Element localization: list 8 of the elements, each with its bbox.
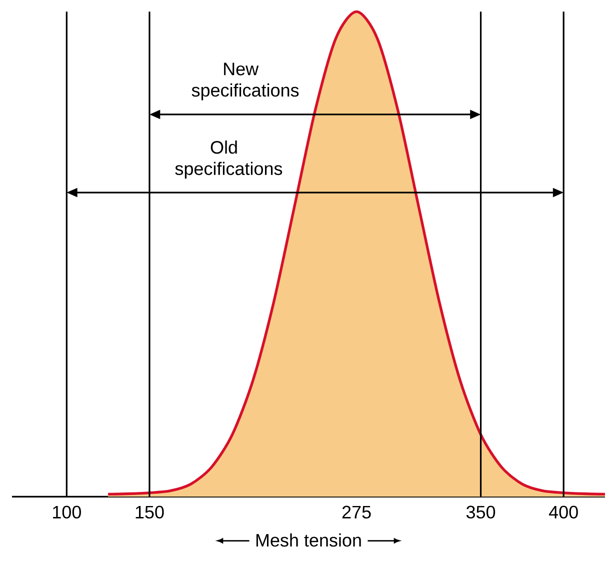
x-tick-label: 100 bbox=[53, 506, 81, 518]
x-axis-title: Mesh tension bbox=[256, 533, 361, 547]
annotation: New specifications bbox=[192, 62, 299, 100]
x-tick-label: 150 bbox=[136, 506, 164, 518]
x-tick-label: 350 bbox=[466, 506, 496, 518]
x-tick-label: 275 bbox=[342, 506, 371, 518]
annotation: Old specifications bbox=[175, 140, 282, 179]
x-tick-label: 400 bbox=[549, 506, 578, 518]
